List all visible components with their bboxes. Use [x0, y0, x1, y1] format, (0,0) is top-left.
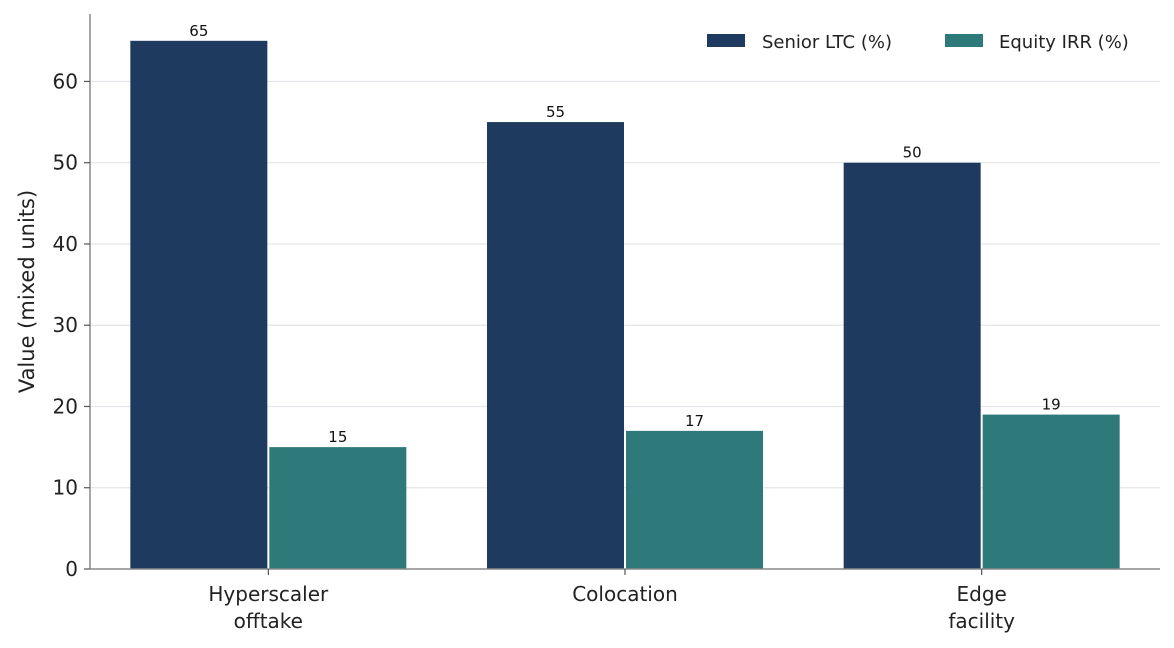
data-label: 19 — [1042, 396, 1061, 414]
data-labels: 65 15 55 17 50 19 — [189, 22, 1060, 446]
y-tick-label: 40 — [53, 232, 78, 256]
gridlines — [90, 80, 1160, 489]
y-tick-label: 60 — [53, 69, 78, 93]
data-label: 50 — [903, 144, 922, 162]
data-label: 55 — [546, 103, 565, 121]
bar-senior-ltc — [843, 162, 981, 570]
y-tick-label: 0 — [65, 557, 78, 581]
bar-equity-irr — [269, 447, 407, 569]
y-tick-label: 50 — [53, 151, 78, 175]
legend-label: Senior LTC (%) — [762, 32, 892, 53]
data-label: 15 — [328, 428, 347, 446]
axes — [84, 14, 1160, 575]
legend-swatch — [707, 34, 745, 47]
bar-equity-irr — [982, 414, 1120, 569]
y-tick-label: 10 — [53, 476, 78, 500]
bar-senior-ltc — [487, 122, 624, 569]
x-tick-label: Edge facility — [948, 582, 1015, 633]
y-tick-labels: 0 10 20 30 40 50 60 — [53, 69, 78, 581]
y-axis-title: Value (mixed units) — [15, 190, 39, 393]
y-tick-label: 30 — [53, 313, 78, 337]
bar-senior-ltc — [130, 40, 268, 569]
bars — [130, 40, 1120, 570]
legend: Senior LTC (%) Equity IRR (%) — [707, 32, 1129, 53]
x-tick-labels: Hyperscaler offtake Colocation Edge facility — [208, 582, 1015, 633]
data-label: 65 — [189, 22, 208, 40]
bar-equity-irr — [626, 430, 763, 569]
x-tick-label: Colocation — [572, 582, 678, 606]
legend-swatch — [945, 34, 983, 47]
x-tick-label: Hyperscaler offtake — [208, 582, 329, 633]
legend-label: Equity IRR (%) — [999, 32, 1129, 53]
data-label: 17 — [685, 412, 704, 430]
y-tick-label: 20 — [53, 394, 78, 418]
